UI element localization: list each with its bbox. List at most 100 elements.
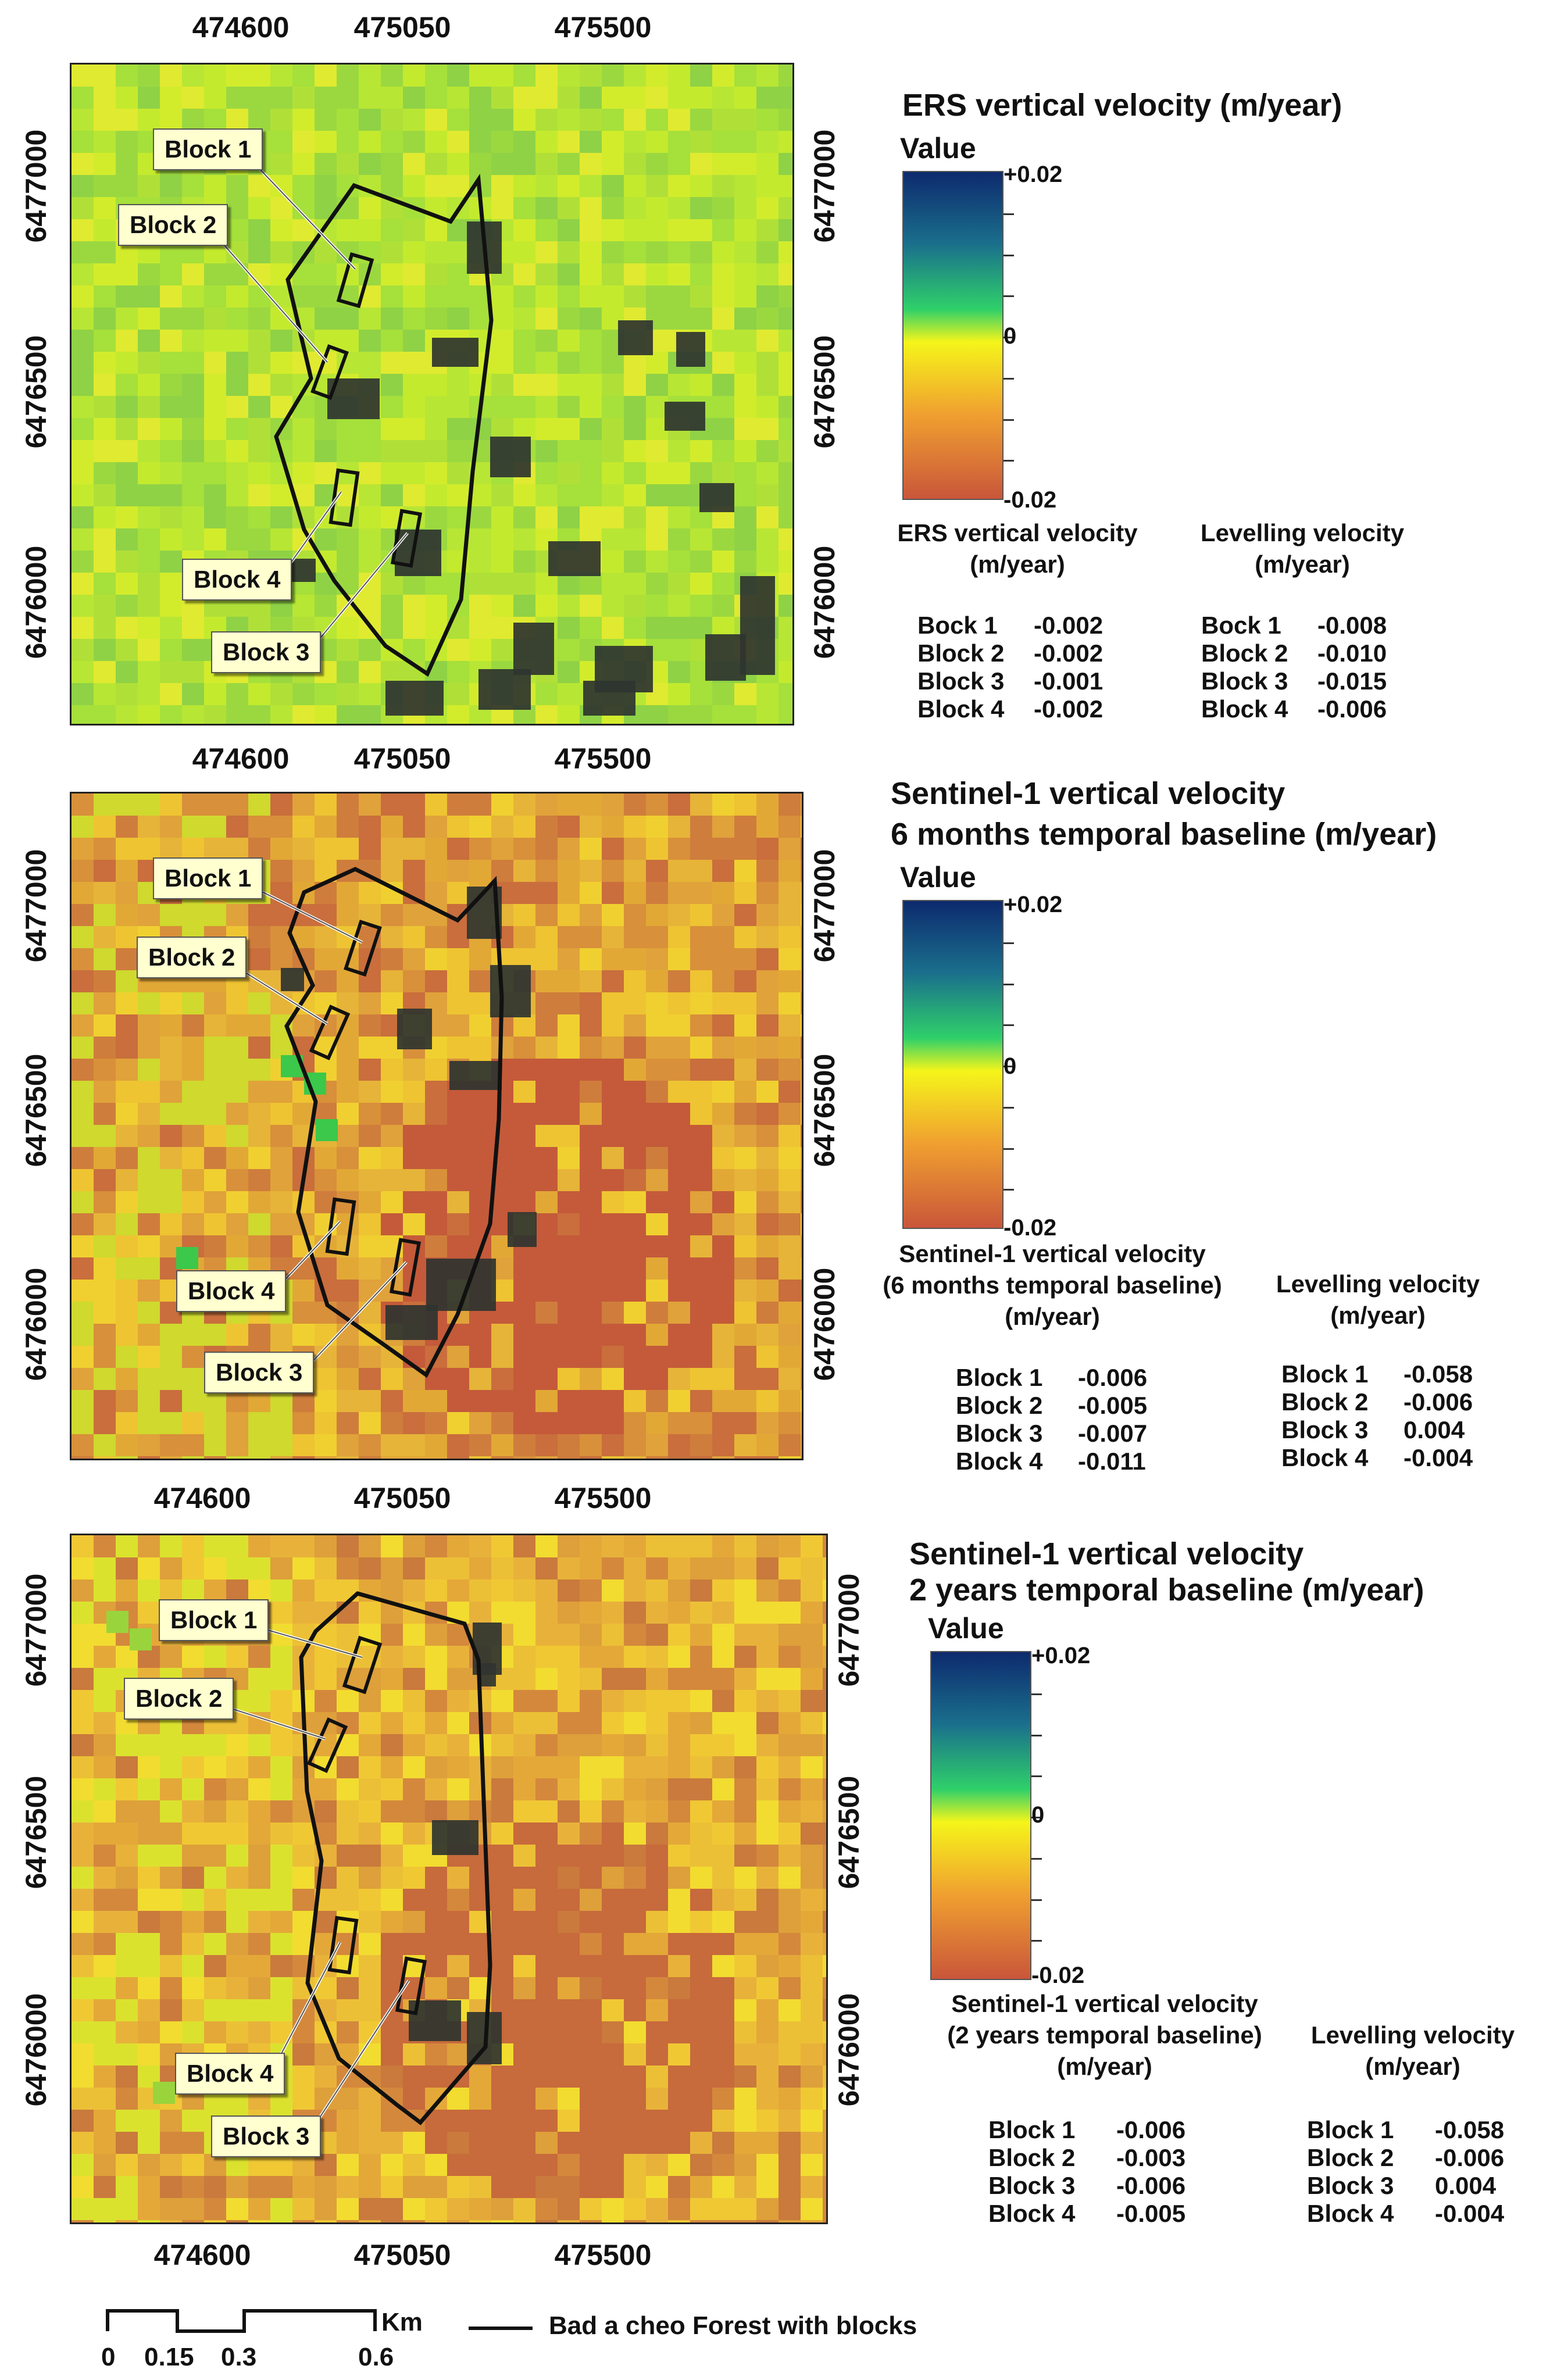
raster-cell <box>359 705 381 724</box>
raster-cell <box>138 1999 160 2021</box>
ramp-tick <box>1004 1189 1014 1191</box>
raster-cell <box>182 1955 204 1977</box>
s1-2y-velocity-raster[interactable]: Block 1 Block 2 Block 4 Block 3 <box>70 1534 828 2224</box>
raster-cell <box>469 2132 491 2154</box>
raster-cell <box>491 1690 513 1712</box>
raster-cell <box>580 860 602 882</box>
raster-cell <box>270 1955 292 1977</box>
raster-cell <box>558 374 580 396</box>
raster-cell <box>668 506 690 528</box>
forest-boundary[interactable] <box>284 867 504 1378</box>
raster-cell <box>712 1412 734 1434</box>
raster-cell <box>690 1867 712 1889</box>
raster-cell <box>469 948 491 970</box>
raster-cell <box>712 1889 734 1911</box>
raster-cell <box>469 2065 491 2088</box>
raster-cell <box>94 528 116 551</box>
block-outline[interactable] <box>390 509 423 568</box>
raster-cell <box>359 1800 381 1822</box>
raster-cell <box>425 816 447 838</box>
raster-cell <box>116 1014 138 1037</box>
raster-cell <box>359 1103 381 1125</box>
block-outline[interactable] <box>328 468 360 527</box>
raster-cell <box>226 396 248 418</box>
raster-cell <box>381 131 403 153</box>
raster-cell <box>668 573 690 595</box>
raster-cell <box>602 440 624 462</box>
raster-cell <box>690 1346 712 1368</box>
x-tick-bottom: 475050 <box>353 1482 451 1514</box>
raster-cell <box>602 2220 624 2222</box>
block-outline[interactable] <box>309 1005 351 1060</box>
raster-cell <box>558 1412 580 1434</box>
raster-cell <box>779 705 792 724</box>
raster-cell <box>646 794 668 816</box>
raster-cell <box>668 1822 690 1845</box>
ramp-tick <box>1031 1775 1042 1778</box>
raster-cell <box>624 2021 646 2043</box>
block-outline[interactable] <box>306 1717 348 1773</box>
raster-cell <box>403 484 425 506</box>
raster-cell <box>734 462 756 484</box>
raster-cell <box>513 109 535 131</box>
raster-cell <box>801 1889 823 1911</box>
block-outline[interactable] <box>336 252 374 309</box>
block-outline[interactable] <box>342 1635 383 1695</box>
forest-boundary-legend-line <box>469 2327 533 2330</box>
raster-cell <box>160 1346 182 1368</box>
raster-cell <box>72 1213 94 1235</box>
block-outline[interactable] <box>325 1197 356 1256</box>
raster-cell <box>403 617 425 639</box>
block-outline[interactable] <box>327 1916 359 1975</box>
raster-cell <box>469 816 491 838</box>
raster-cell <box>94 1646 116 1668</box>
raster-cell <box>204 816 226 838</box>
raster-cell <box>668 219 690 241</box>
raster-cell <box>116 1302 138 1324</box>
raster-cell <box>624 1390 646 1412</box>
raster-cell <box>535 506 558 528</box>
block-outline[interactable] <box>310 344 349 400</box>
raster-cell <box>779 175 792 197</box>
raster-cell <box>779 1822 801 1845</box>
raster-cell <box>425 1756 447 1778</box>
raster-cell <box>403 1434 425 1456</box>
raster-cell <box>602 109 624 131</box>
raster-cell <box>779 87 792 109</box>
raster-cell <box>359 484 381 506</box>
raster-cell <box>116 1191 138 1213</box>
raster-cell <box>491 551 513 573</box>
raster-cell <box>204 1434 226 1456</box>
x-tick-bottom: 475050 <box>353 742 451 775</box>
raster-cell <box>182 1324 204 1346</box>
block-outline[interactable] <box>389 1238 422 1297</box>
forest-boundary[interactable] <box>274 173 494 677</box>
raster-cell <box>116 1257 138 1280</box>
block-outline[interactable] <box>395 1956 427 2016</box>
raster-cell <box>204 1756 226 1778</box>
raster-cell <box>602 2110 624 2132</box>
raster-cell <box>72 1668 94 1690</box>
raster-cell <box>381 1434 403 1456</box>
block-outline[interactable] <box>344 920 382 977</box>
raster-cell <box>292 860 315 882</box>
raster-cell <box>226 1235 248 1257</box>
raster-cell <box>580 1257 602 1280</box>
raster-cell <box>602 1624 624 1646</box>
raster-cell <box>823 1557 826 1579</box>
raster-cell <box>602 2065 624 2088</box>
raster-cell <box>690 1412 712 1434</box>
raster-cell <box>801 860 802 882</box>
forest-boundary[interactable] <box>299 1591 492 2125</box>
raster-cell <box>646 1933 668 1955</box>
raster-cell <box>801 1911 823 1933</box>
raster-cell <box>182 1845 204 1867</box>
raster-cell <box>801 2065 823 2088</box>
raster-cell <box>248 87 270 109</box>
s1-6m-velocity-raster[interactable]: Block 1 Block 2 Block 4 Block 3 <box>70 792 804 1460</box>
raster-cell <box>160 308 182 330</box>
no-data-patch <box>665 402 705 431</box>
raster-cell <box>734 926 756 948</box>
raster-cell <box>72 992 94 1014</box>
ers-velocity-raster[interactable]: Block 1 Block 2 Block 4 Block 3 <box>70 63 794 726</box>
